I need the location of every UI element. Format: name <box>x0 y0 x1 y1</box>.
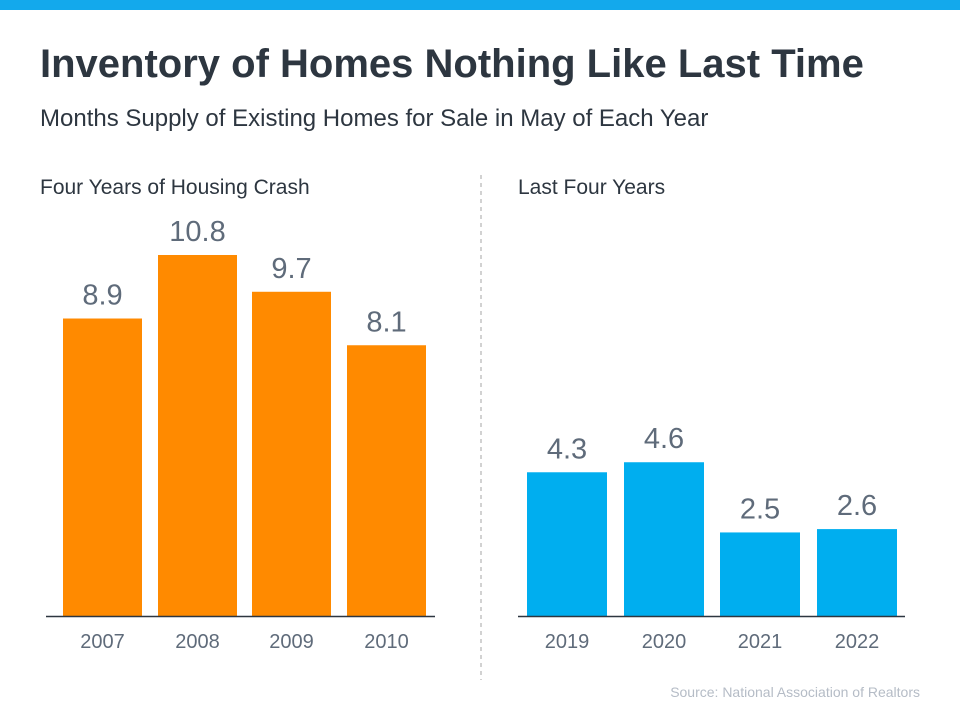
value-label-2010: 8.1 <box>366 306 406 338</box>
x-tick-2021: 2021 <box>738 631 783 653</box>
bar-2019 <box>527 472 607 616</box>
right-panel-title: Last Four Years <box>518 176 666 199</box>
x-tick-2008: 2008 <box>175 631 220 653</box>
value-label-2009: 9.7 <box>271 253 311 285</box>
page-title: Inventory of Homes Nothing Like Last Tim… <box>40 42 864 86</box>
x-tick-2020: 2020 <box>642 631 687 653</box>
value-label-2019: 4.3 <box>547 433 587 465</box>
bar-2022 <box>817 529 897 616</box>
left-panel-title: Four Years of Housing Crash <box>40 176 310 199</box>
x-tick-2009: 2009 <box>269 631 314 653</box>
x-tick-2022: 2022 <box>835 631 880 653</box>
bar-2009 <box>252 291 331 616</box>
bar-2010 <box>347 345 426 616</box>
x-tick-2007: 2007 <box>80 631 125 653</box>
x-tick-2010: 2010 <box>364 631 409 653</box>
value-label-2022: 2.6 <box>837 490 877 522</box>
bar-2007 <box>63 318 142 616</box>
bar-2008 <box>158 255 237 616</box>
page-subtitle: Months Supply of Existing Homes for Sale… <box>40 105 709 132</box>
value-label-2008: 10.8 <box>169 216 225 248</box>
source-note: Source: National Association of Realtors <box>670 684 920 700</box>
bar-2020 <box>624 462 704 616</box>
value-label-2021: 2.5 <box>740 493 780 525</box>
x-tick-2019: 2019 <box>545 631 590 653</box>
value-label-2020: 4.6 <box>644 423 684 455</box>
top-accent-bar <box>0 0 960 10</box>
bar-2021 <box>720 532 800 616</box>
value-label-2007: 8.9 <box>82 280 122 312</box>
